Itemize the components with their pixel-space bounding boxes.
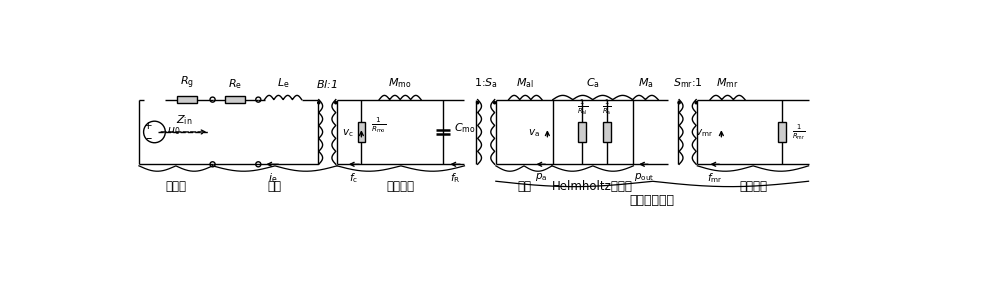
Text: $v_{\mathrm{a}}$: $v_{\mathrm{a}}$ <box>528 128 540 140</box>
Text: $M_{\mathrm{mr}}$: $M_{\mathrm{mr}}$ <box>716 77 739 90</box>
Text: $\frac{1}{R_{\mathrm{al}}}$: $\frac{1}{R_{\mathrm{al}}}$ <box>577 97 588 116</box>
Text: $p_{\mathrm{out}}$: $p_{\mathrm{out}}$ <box>634 171 654 183</box>
Text: $C_{\mathrm{a}}$: $C_{\mathrm{a}}$ <box>586 77 600 90</box>
Bar <box>358 122 365 142</box>
Text: $M_{\mathrm{a}}$: $M_{\mathrm{a}}$ <box>638 77 653 90</box>
Text: $i_{\mathrm{e}}$: $i_{\mathrm{e}}$ <box>268 171 277 185</box>
Text: $Z_{\mathrm{in}}$: $Z_{\mathrm{in}}$ <box>176 113 192 127</box>
Text: $f_{\mathrm{mr}}$: $f_{\mathrm{mr}}$ <box>707 171 723 185</box>
Bar <box>603 122 611 142</box>
Text: $Bl$:1: $Bl$:1 <box>316 78 338 90</box>
Circle shape <box>695 102 697 104</box>
Text: 通孔辐射: 通孔辐射 <box>739 180 767 193</box>
Circle shape <box>477 102 479 104</box>
Text: $f_{\mathrm{R}}$: $f_{\mathrm{R}}$ <box>450 171 460 185</box>
Text: $v_{\mathrm{c}}$: $v_{\mathrm{c}}$ <box>342 128 354 140</box>
Bar <box>225 96 245 103</box>
Text: 振膜: 振膜 <box>517 180 531 193</box>
Text: $f_{\mathrm{c}}$: $f_{\mathrm{c}}$ <box>349 171 358 185</box>
Text: $L_{\mathrm{e}}$: $L_{\mathrm{e}}$ <box>277 77 289 90</box>
Bar <box>778 122 786 142</box>
Text: $S_{\mathrm{mr}}$:1: $S_{\mathrm{mr}}$:1 <box>673 77 703 90</box>
Text: 声波放大过程: 声波放大过程 <box>630 194 675 206</box>
Text: 1:$S_{\mathrm{a}}$: 1:$S_{\mathrm{a}}$ <box>474 77 498 90</box>
Text: $M_{\mathrm{mo}}$: $M_{\mathrm{mo}}$ <box>388 77 412 90</box>
Text: $\frac{1}{R_{\mathrm{mr}}}$: $\frac{1}{R_{\mathrm{mr}}}$ <box>792 122 806 142</box>
Bar <box>578 122 586 142</box>
Text: +: + <box>144 121 153 131</box>
Circle shape <box>335 102 337 104</box>
Text: $R_{\mathrm{g}}$: $R_{\mathrm{g}}$ <box>180 75 194 91</box>
Text: $\frac{1}{R_{\mathrm{a}}}$: $\frac{1}{R_{\mathrm{a}}}$ <box>602 97 612 116</box>
Text: 振动系统: 振动系统 <box>387 180 415 193</box>
Text: $C_{\mathrm{mo}}$: $C_{\mathrm{mo}}$ <box>454 121 475 135</box>
Text: $M_{\mathrm{al}}$: $M_{\mathrm{al}}$ <box>516 77 534 90</box>
Bar <box>177 96 197 103</box>
Circle shape <box>678 102 680 104</box>
Text: –: – <box>145 132 151 145</box>
Text: $R_{\mathrm{e}}$: $R_{\mathrm{e}}$ <box>228 77 242 91</box>
Text: $p_{\mathrm{a}}$: $p_{\mathrm{a}}$ <box>535 171 547 183</box>
Text: 音圈: 音圈 <box>268 180 282 193</box>
Circle shape <box>318 102 320 104</box>
Text: Helmholtz共振器: Helmholtz共振器 <box>552 180 633 193</box>
Text: 信号源: 信号源 <box>165 180 186 193</box>
Text: $\frac{1}{R_{\mathrm{mo}}}$: $\frac{1}{R_{\mathrm{mo}}}$ <box>371 115 386 135</box>
Text: $u_{0}$: $u_{0}$ <box>167 125 180 137</box>
Circle shape <box>494 102 496 104</box>
Text: $v_{\mathrm{mr}}$: $v_{\mathrm{mr}}$ <box>695 128 714 140</box>
